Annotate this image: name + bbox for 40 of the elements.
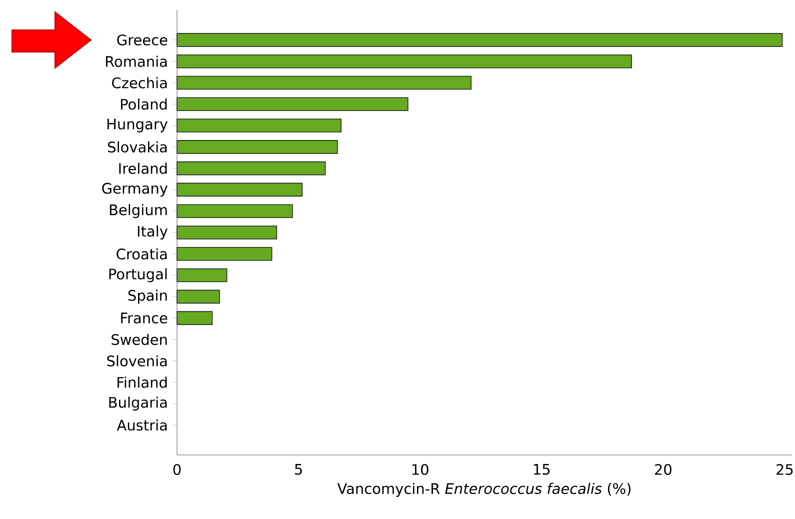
- x-tick-label: 5: [295, 464, 302, 475]
- x-tick-label: 15: [534, 464, 550, 475]
- y-tick-label: Croatia: [116, 248, 167, 260]
- x-tick-label: 20: [655, 464, 672, 475]
- bar: [176, 204, 293, 218]
- y-tick-label: Greece: [117, 34, 168, 46]
- bar: [176, 33, 783, 47]
- y-tick-label: France: [121, 312, 168, 324]
- y-tick-label: Italy: [138, 225, 168, 240]
- bar: [176, 140, 338, 154]
- bar: [176, 246, 272, 261]
- y-tick-label: Sweden: [112, 334, 167, 346]
- bar: [176, 118, 342, 132]
- y-tick-label: Portugal: [109, 268, 167, 282]
- y-tick-label: Austria: [116, 419, 167, 431]
- bar: [176, 161, 326, 176]
- bar: [176, 268, 228, 282]
- x-tick-label: 25: [776, 464, 793, 475]
- y-tick-label: Poland: [120, 98, 167, 110]
- bar: [176, 311, 213, 325]
- bar: [176, 76, 472, 90]
- y-tick-label: Czechia: [112, 77, 167, 88]
- y-tick-label: Romania: [106, 56, 167, 67]
- y-tick-label: Slovenia: [107, 355, 167, 366]
- y-tick-label: Hungary: [107, 118, 168, 132]
- x-tick-label: 0: [173, 464, 181, 475]
- y-tick-label: Bulgaria: [109, 396, 167, 411]
- y-tick-label: Ireland: [119, 162, 167, 174]
- y-tick-label: Spain: [128, 290, 167, 304]
- bar: [176, 226, 278, 240]
- y-tick-label: Germany: [102, 182, 168, 197]
- bar: [176, 182, 303, 197]
- x-axis-title: Vancomycin-R Enterococcus faecalis (%): [337, 482, 631, 497]
- bar: [176, 290, 220, 304]
- y-tick-label: Finland: [118, 376, 167, 388]
- x-tick-label: 10: [412, 464, 428, 475]
- bar: [176, 54, 632, 68]
- bar: [176, 97, 408, 112]
- y-tick-label: Belgium: [110, 204, 167, 218]
- y-tick-label: Slovakia: [108, 141, 167, 153]
